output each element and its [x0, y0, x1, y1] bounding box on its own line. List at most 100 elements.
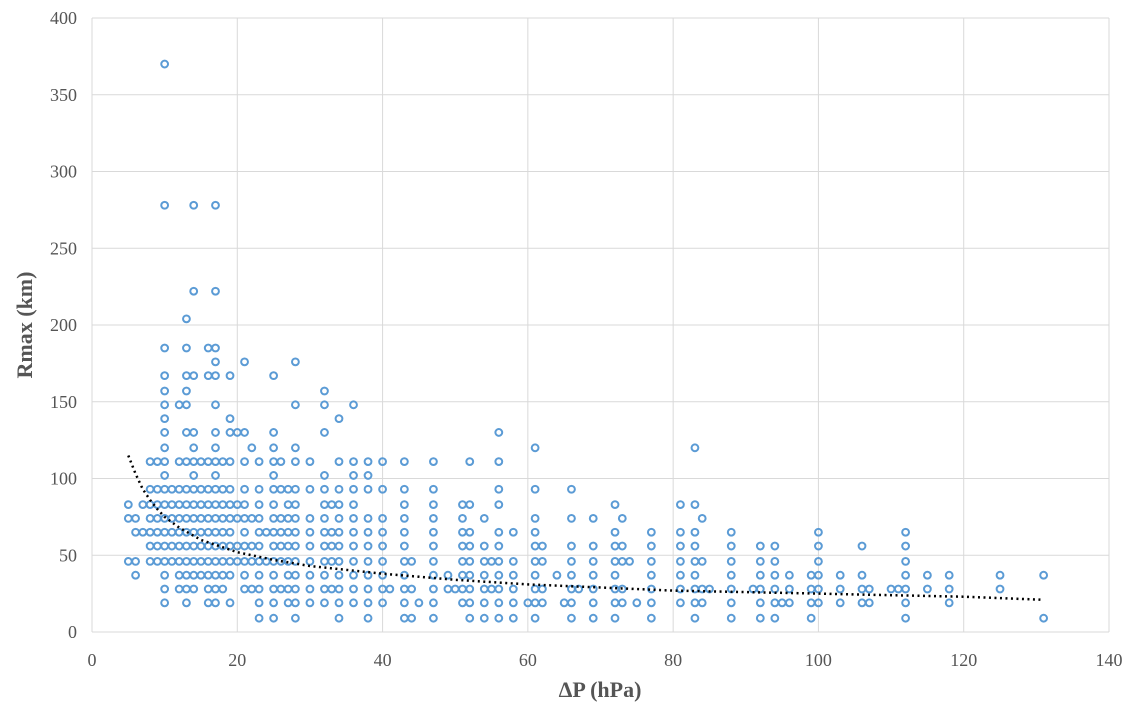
data-point — [305, 570, 315, 580]
data-point — [399, 613, 409, 623]
data-point — [189, 570, 199, 580]
data-point — [465, 527, 475, 537]
data-point — [508, 598, 518, 608]
data-point — [378, 514, 387, 523]
data-point — [160, 428, 170, 437]
data-point — [182, 570, 191, 580]
x-tick-label: 40 — [374, 650, 392, 670]
data-point — [291, 514, 300, 523]
data-point — [334, 584, 344, 594]
data-point — [182, 556, 191, 566]
data-point — [160, 500, 170, 509]
data-point — [211, 357, 220, 367]
data-point — [203, 570, 213, 580]
data-point — [269, 527, 279, 537]
data-point — [901, 570, 910, 580]
data-point — [588, 514, 598, 523]
data-point — [160, 400, 170, 410]
data-point — [465, 613, 475, 623]
data-point — [196, 570, 206, 580]
data-point — [646, 527, 656, 537]
data-point — [690, 500, 700, 509]
data-point — [567, 613, 576, 623]
data-point — [537, 556, 547, 566]
data-point — [320, 584, 329, 594]
data-point — [225, 570, 235, 580]
data-point — [479, 570, 489, 580]
data-point — [537, 598, 547, 608]
data-point — [363, 598, 373, 608]
data-point — [276, 527, 286, 537]
data-point — [276, 584, 286, 594]
data-point — [291, 443, 300, 453]
data-point — [458, 556, 467, 566]
data-point — [218, 500, 228, 509]
data-point — [152, 514, 162, 523]
data-point — [901, 527, 910, 537]
data-point — [610, 570, 620, 580]
data-point — [567, 570, 576, 580]
data-point — [414, 598, 424, 608]
data-point — [508, 613, 518, 623]
data-point — [203, 584, 213, 594]
data-point — [160, 527, 170, 537]
data-point — [196, 484, 206, 494]
trendline — [127, 455, 1044, 602]
data-point — [269, 570, 279, 580]
data-point — [254, 514, 264, 523]
data-point — [254, 584, 264, 594]
data-point — [646, 598, 656, 608]
data-point — [291, 613, 300, 623]
data-point — [211, 457, 220, 467]
data-point — [770, 584, 780, 594]
data-point — [901, 541, 910, 551]
data-point — [363, 613, 373, 623]
data-point — [676, 584, 685, 594]
data-point — [276, 484, 286, 494]
data-point — [160, 443, 170, 453]
data-point — [182, 314, 191, 324]
data-point — [160, 556, 170, 566]
data-point — [138, 527, 148, 537]
x-tick-label: 60 — [519, 650, 537, 670]
data-point — [363, 457, 373, 467]
data-point — [254, 613, 264, 623]
data-point — [552, 570, 562, 580]
data-point — [196, 514, 206, 523]
data-point — [429, 613, 438, 623]
data-point — [690, 527, 700, 537]
data-point — [770, 613, 780, 623]
data-point — [755, 570, 765, 580]
data-point — [240, 541, 249, 551]
data-point — [458, 527, 467, 537]
data-point — [399, 598, 409, 608]
data-point — [131, 556, 140, 566]
data-point — [218, 527, 228, 537]
data-point — [160, 200, 170, 210]
data-point — [944, 584, 954, 594]
data-point — [174, 556, 184, 566]
data-point — [276, 514, 286, 523]
data-point — [196, 527, 206, 537]
data-point — [399, 457, 409, 467]
data-point — [458, 500, 467, 509]
data-point — [334, 484, 344, 494]
data-point — [174, 570, 184, 580]
data-point — [131, 570, 140, 580]
data-point — [770, 570, 780, 580]
data-point — [254, 541, 264, 551]
data-point — [530, 443, 540, 453]
data-point — [429, 584, 438, 594]
data-point — [218, 457, 228, 467]
data-point — [690, 443, 700, 453]
data-point — [857, 598, 867, 608]
data-point — [189, 514, 199, 523]
data-point — [283, 514, 293, 523]
data-point — [269, 584, 279, 594]
data-point — [363, 584, 373, 594]
data-point — [269, 443, 279, 453]
data-point — [269, 428, 279, 437]
data-point — [211, 556, 220, 566]
data-point — [676, 598, 685, 608]
